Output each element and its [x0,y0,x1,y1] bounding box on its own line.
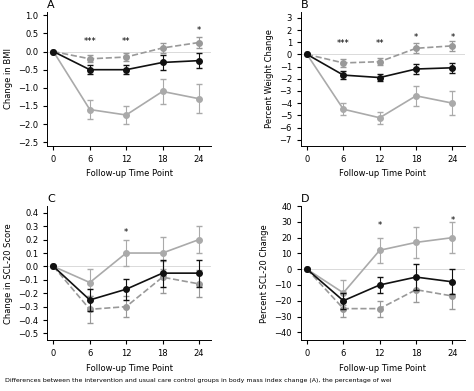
Text: ***: *** [337,39,350,48]
X-axis label: Follow-up Time Point: Follow-up Time Point [339,364,426,373]
Text: Differences between the intervention and usual care control groups in body mass : Differences between the intervention and… [5,378,391,383]
X-axis label: Follow-up Time Point: Follow-up Time Point [86,364,173,373]
Text: *: * [378,221,382,230]
Y-axis label: Change in BMI: Change in BMI [4,48,13,109]
Text: D: D [301,194,310,204]
Text: B: B [301,0,309,9]
Text: C: C [47,194,55,204]
Text: *: * [124,228,128,237]
Text: **: ** [375,39,384,48]
Text: *: * [414,33,418,42]
X-axis label: Follow-up Time Point: Follow-up Time Point [86,169,173,178]
Y-axis label: Percent SCL-20 Change: Percent SCL-20 Change [260,224,269,323]
Text: A: A [47,0,55,9]
Y-axis label: Percent Weight Change: Percent Weight Change [265,29,274,128]
Text: *: * [450,216,455,225]
Text: *: * [450,33,455,42]
Y-axis label: Change in SCL-20 Score: Change in SCL-20 Score [4,223,13,323]
X-axis label: Follow-up Time Point: Follow-up Time Point [339,169,426,178]
Text: ***: *** [83,37,96,46]
Text: *: * [197,26,201,35]
Text: **: ** [122,37,130,46]
